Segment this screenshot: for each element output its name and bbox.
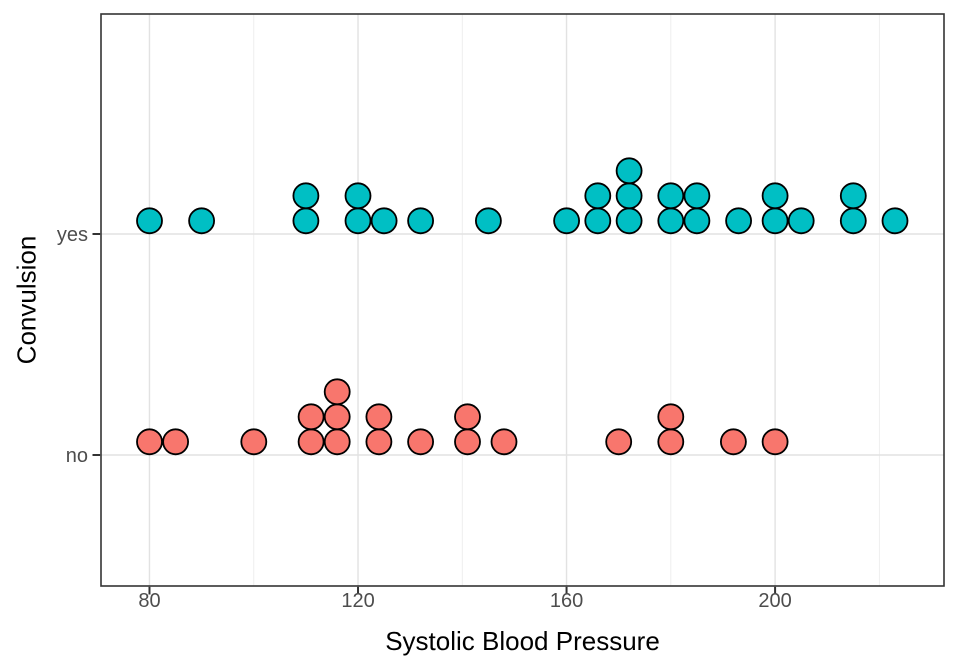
- data-point-no: [605, 428, 633, 456]
- data-point-yes: [136, 207, 163, 235]
- data-point-no: [761, 428, 789, 456]
- data-point-no: [454, 403, 481, 431]
- data-point-yes: [292, 182, 320, 210]
- data-point-no: [323, 403, 351, 431]
- y-tick-label: yes: [57, 224, 88, 246]
- data-point-yes: [839, 182, 867, 210]
- data-point-yes: [761, 182, 789, 210]
- data-point-no: [657, 428, 685, 456]
- data-point-no: [720, 428, 747, 456]
- data-point-yes: [584, 182, 612, 210]
- data-point-no: [490, 428, 518, 456]
- data-point-no: [454, 428, 481, 456]
- data-point-yes: [683, 207, 711, 235]
- x-tick-label: 80: [138, 590, 160, 612]
- y-axis-title: Convulsion: [11, 235, 42, 365]
- data-points-group: [136, 157, 909, 456]
- axis-labels-group: 80 120 160 200 no yes: [57, 224, 792, 612]
- data-point-yes: [725, 207, 752, 235]
- data-point-yes: [407, 207, 435, 235]
- data-point-yes: [615, 157, 643, 185]
- data-point-yes: [344, 182, 372, 210]
- data-point-no: [407, 428, 435, 456]
- data-point-yes: [683, 182, 711, 210]
- data-point-no: [323, 378, 351, 406]
- data-point-yes: [657, 182, 685, 210]
- panel-border: [100, 13, 945, 587]
- data-point-yes: [188, 207, 216, 235]
- data-point-yes: [370, 207, 398, 235]
- data-point-yes: [761, 207, 789, 235]
- y-tick-label: no: [66, 445, 88, 467]
- x-axis-title: Systolic Blood Pressure: [385, 626, 660, 656]
- x-tick-label: 120: [341, 590, 374, 612]
- data-point-no: [162, 428, 190, 456]
- axis-ticks-group: [92, 233, 777, 595]
- data-point-no: [657, 403, 685, 431]
- data-point-yes: [584, 207, 612, 235]
- data-point-yes: [657, 207, 685, 235]
- data-point-no: [136, 428, 163, 456]
- data-point-no: [240, 428, 268, 456]
- data-point-no: [297, 428, 325, 456]
- data-point-yes: [553, 207, 580, 235]
- x-tick-label: 200: [758, 590, 791, 612]
- data-point-no: [297, 403, 325, 431]
- data-point-yes: [615, 207, 643, 235]
- data-point-yes: [615, 182, 643, 210]
- data-point-yes: [881, 207, 909, 235]
- data-point-yes: [787, 207, 815, 235]
- data-point-yes: [474, 207, 502, 235]
- gridlines-group: [101, 14, 944, 586]
- data-point-yes: [839, 207, 867, 235]
- data-point-no: [323, 428, 351, 456]
- data-point-yes: [292, 207, 320, 235]
- data-point-no: [365, 428, 393, 456]
- data-point-no: [365, 403, 393, 431]
- x-tick-label: 160: [550, 590, 583, 612]
- panel-frame-group: [100, 13, 945, 587]
- data-point-yes: [344, 207, 372, 235]
